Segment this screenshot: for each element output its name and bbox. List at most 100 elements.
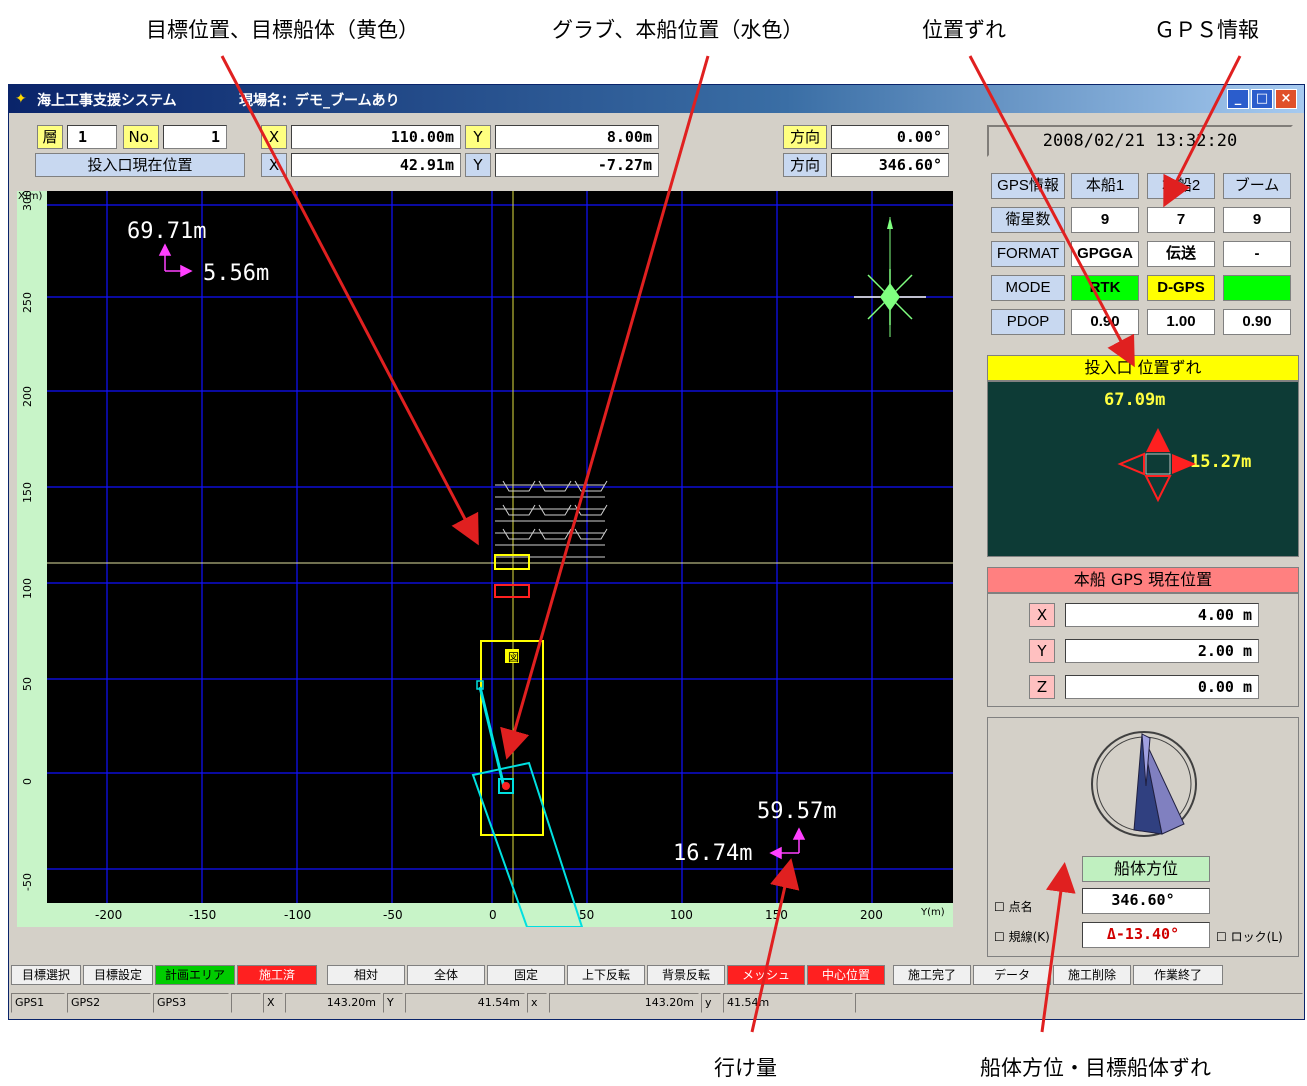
invert-background-button[interactable]: 背景反転 bbox=[647, 965, 725, 985]
gps-mode-boom: - bbox=[1223, 275, 1291, 301]
x-axis-band bbox=[17, 191, 47, 927]
top-readout-x: 69.71m bbox=[127, 219, 207, 244]
ship-hull bbox=[471, 761, 584, 927]
no-label: No. bbox=[123, 125, 159, 149]
heading-panel: 船体方位 346.60° Δ-13.40° ☐ 点名 ☐ 規線(K) ☐ ロック… bbox=[987, 717, 1299, 957]
gps-value: 伝送 bbox=[1147, 241, 1215, 267]
close-button[interactable]: × bbox=[1275, 89, 1297, 109]
gps-mode-ship2: D-GPS bbox=[1147, 275, 1215, 301]
gps-header-boom: ブーム bbox=[1223, 173, 1291, 199]
line-label: 規線(K) bbox=[1008, 930, 1050, 944]
flip-vertical-button[interactable]: 上下反転 bbox=[567, 965, 645, 985]
target-y-label: Y bbox=[465, 125, 491, 149]
target-select-button[interactable]: 目標選択 bbox=[11, 965, 81, 985]
boom-arm bbox=[478, 686, 506, 788]
target-x-label: X bbox=[261, 125, 287, 149]
gps-row-label: MODE bbox=[991, 275, 1065, 301]
status-y2-label: y bbox=[701, 993, 721, 1013]
y-tick-neg100: -100 bbox=[284, 908, 312, 922]
checkbox-icon: ☐ bbox=[994, 900, 1005, 914]
point-name-checkbox[interactable]: ☐ 点名 bbox=[994, 898, 1033, 915]
ship-x-label: X bbox=[1029, 603, 1055, 627]
app-icon: ✦ bbox=[15, 91, 27, 107]
end-work-button[interactable]: 作業終了 bbox=[1133, 965, 1223, 985]
y-tick-neg150: -150 bbox=[189, 908, 217, 922]
relative-button[interactable]: 相対 bbox=[327, 965, 405, 985]
hopper-dir-value: 346.60° bbox=[831, 153, 949, 177]
x-tick-200: 200 bbox=[21, 386, 34, 407]
status-filler bbox=[855, 993, 1303, 1013]
ship-x-value: 4.00 m bbox=[1065, 603, 1259, 627]
site-name: 現場名：デモ_ブームあり bbox=[239, 93, 400, 109]
y-tick-50: 50 bbox=[579, 908, 595, 922]
x-tick-250: 250 bbox=[21, 292, 34, 313]
offset-north-value: 67.09m bbox=[1104, 390, 1166, 410]
gps-row-label: FORMAT bbox=[991, 241, 1065, 267]
bottom-readout-x: 59.57m bbox=[757, 799, 837, 824]
ship-z-label: Z bbox=[1029, 675, 1055, 699]
point-name-label: 点名 bbox=[1008, 900, 1033, 914]
bottom-travel-arrows bbox=[769, 827, 806, 860]
x-tick-150: 150 bbox=[21, 482, 34, 503]
lock-checkbox[interactable]: ☐ ロック(L) bbox=[1216, 928, 1283, 945]
top-travel-arrows bbox=[158, 243, 193, 278]
target-y-value[interactable]: 8.00m bbox=[495, 125, 659, 149]
gps-value: 0.90 bbox=[1223, 309, 1291, 335]
ship-heading-icon bbox=[1091, 731, 1197, 837]
grid-lines bbox=[47, 191, 953, 903]
heading-deviation: Δ-13.40° bbox=[1082, 922, 1210, 948]
fixed-button[interactable]: 固定 bbox=[487, 965, 565, 985]
gps-row-label: PDOP bbox=[991, 309, 1065, 335]
datetime-display: 2008/02/21 13:32:20 bbox=[987, 125, 1293, 157]
y-axis-title: Y(m) bbox=[921, 907, 945, 918]
status-x2-value: 143.20m bbox=[549, 993, 699, 1013]
status-x2-label: x bbox=[527, 993, 547, 1013]
grab-center bbox=[502, 782, 510, 790]
construction-complete-button[interactable]: 施工完了 bbox=[893, 965, 971, 985]
status-blank bbox=[231, 993, 261, 1013]
minimize-button[interactable]: _ bbox=[1227, 89, 1249, 109]
target-dir-value[interactable]: 0.00° bbox=[831, 125, 949, 149]
plan-view-map[interactable]: 図 bbox=[17, 191, 953, 927]
maximize-button[interactable]: □ bbox=[1251, 89, 1273, 109]
y-tick-150: 150 bbox=[765, 908, 788, 922]
data-button[interactable]: データ bbox=[973, 965, 1051, 985]
hopper-dir-label: 方向 bbox=[783, 153, 827, 177]
compass-rose-icon bbox=[854, 217, 926, 337]
status-x-value: 143.20m bbox=[285, 993, 381, 1013]
callout-heading: 船体方位・目標船体ずれ bbox=[980, 1056, 1211, 1080]
gps-header-label: GPS情報 bbox=[991, 173, 1065, 199]
gps-mode-ship1: RTK bbox=[1071, 275, 1139, 301]
gps-value: - bbox=[1223, 241, 1291, 267]
offset-panel: 67.09m 15.27m bbox=[987, 381, 1299, 557]
target-x-value[interactable]: 110.00m bbox=[291, 125, 461, 149]
y-tick-200: 200 bbox=[860, 908, 883, 922]
y-tick-100: 100 bbox=[670, 908, 693, 922]
construction-blocks bbox=[495, 480, 608, 558]
gps-value: 9 bbox=[1071, 207, 1139, 233]
hopper-position-label: 投入口現在位置 bbox=[35, 153, 245, 177]
center-position-button[interactable]: 中心位置 bbox=[807, 965, 885, 985]
layer-value[interactable]: 1 bbox=[67, 125, 117, 149]
checkbox-icon: ☐ bbox=[1216, 930, 1227, 944]
plan-area-button[interactable]: 計画エリア bbox=[155, 965, 235, 985]
completed-button[interactable]: 施工済 bbox=[237, 965, 317, 985]
construction-delete-button[interactable]: 施工削除 bbox=[1053, 965, 1131, 985]
mesh-button[interactable]: メッシュ bbox=[727, 965, 805, 985]
x-tick-neg50: -50 bbox=[21, 873, 34, 891]
status-gps1: GPS1 bbox=[11, 993, 65, 1013]
overall-button[interactable]: 全体 bbox=[407, 965, 485, 985]
title-bar[interactable]: ✦ 海上工事支援システム 現場名：デモ_ブームあり _ □ × bbox=[9, 85, 1304, 113]
no-value[interactable]: 1 bbox=[163, 125, 227, 149]
bottom-readout-y: 16.74m bbox=[673, 841, 753, 866]
line-checkbox[interactable]: ☐ 規線(K) bbox=[994, 928, 1050, 945]
gps-header-ship2: 本船2 bbox=[1147, 173, 1215, 199]
x-tick-50: 50 bbox=[21, 677, 34, 691]
app-window: ✦ 海上工事支援システム 現場名：デモ_ブームあり _ □ × 層 1 No. … bbox=[8, 84, 1305, 1020]
target-set-button[interactable]: 目標設定 bbox=[83, 965, 153, 985]
target-hull-marker-label: 図 bbox=[508, 651, 519, 664]
status-y-label: Y bbox=[383, 993, 403, 1013]
gps-value: 0.90 bbox=[1071, 309, 1139, 335]
target-dir-label: 方向 bbox=[783, 125, 827, 149]
heading-title: 船体方位 bbox=[1082, 856, 1210, 882]
